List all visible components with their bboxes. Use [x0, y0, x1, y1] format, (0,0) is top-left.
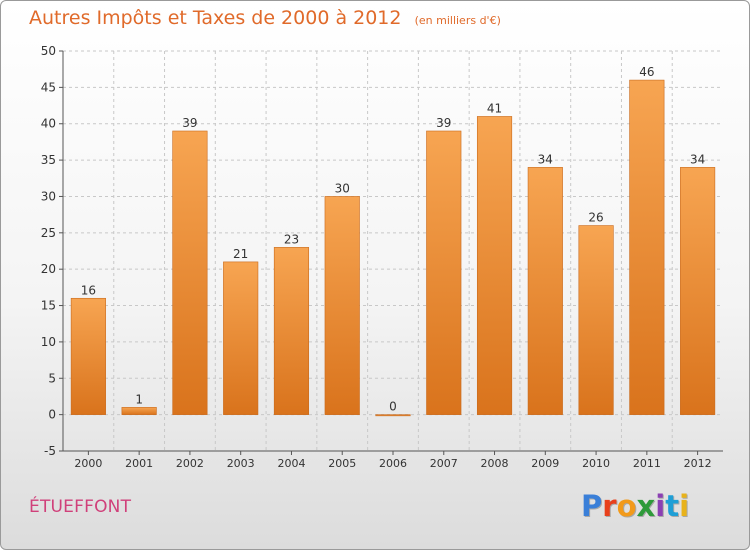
- x-tick-label: 2000: [74, 457, 102, 470]
- x-tick-label: 2007: [430, 457, 458, 470]
- x-tick-label: 2009: [531, 457, 559, 470]
- x-tick-label: 2006: [379, 457, 407, 470]
- proxiti-logo: Proxiti: [581, 489, 689, 523]
- bar-2003: [223, 261, 259, 415]
- bar-2008: [476, 116, 513, 415]
- x-tick-label: 2001: [125, 457, 153, 470]
- y-tick-label: 15: [41, 299, 56, 313]
- bar-2006: [375, 414, 411, 417]
- chart-unit: (en milliers d'€): [414, 14, 501, 27]
- title-row: Autres Impôts et Taxes de 2000 à 2012 (e…: [29, 7, 501, 29]
- x-tick-label: 2011: [633, 457, 661, 470]
- y-tick-label: 0: [48, 408, 56, 422]
- y-tick-label: 50: [41, 44, 56, 58]
- logo-letter: o: [616, 489, 637, 523]
- bar-2009: [527, 167, 563, 415]
- x-tick-label: 2008: [481, 457, 509, 470]
- y-tick-label: 45: [41, 80, 56, 94]
- logo-letter: P: [581, 489, 603, 523]
- logo-letter: i: [679, 489, 690, 523]
- commune-name: ÉTUEFFONT: [29, 497, 132, 517]
- y-tick-label: 20: [41, 262, 56, 276]
- x-tick-label: 2012: [684, 457, 712, 470]
- data-label: 1: [135, 392, 143, 406]
- bar-2002: [172, 130, 208, 415]
- x-tick-label: 2004: [277, 457, 305, 470]
- chart-title: Autres Impôts et Taxes de 2000 à 2012: [29, 7, 402, 29]
- bar-2005: [324, 196, 360, 415]
- data-label: 16: [81, 283, 96, 297]
- label-layer: 16 2000 1 2001 39 2002 21 2003 23 2004 30 2005 0 2006…: [74, 65, 711, 470]
- data-label: 39: [436, 116, 451, 130]
- logo-letter: x: [636, 489, 656, 523]
- bar-2007: [426, 130, 462, 415]
- y-tick-label: 10: [41, 335, 56, 349]
- bar-2011: [629, 79, 665, 415]
- logo-letter: i: [655, 489, 666, 523]
- data-label: 30: [335, 181, 350, 195]
- y-tick-label: 5: [48, 371, 56, 385]
- y-tick-label: -5: [44, 444, 56, 458]
- x-tick-label: 2002: [176, 457, 204, 470]
- data-label: 0: [389, 400, 397, 414]
- bar-2001: [121, 407, 157, 415]
- logo-letter: r: [602, 489, 617, 523]
- data-label: 26: [588, 211, 603, 225]
- logo-letter: t: [665, 489, 680, 523]
- data-label: 21: [233, 247, 248, 261]
- y-tick-label: 35: [41, 153, 56, 167]
- data-label: 34: [538, 152, 553, 166]
- data-label: 34: [690, 152, 705, 166]
- x-tick-label: 2005: [328, 457, 356, 470]
- bar-2004: [273, 247, 310, 415]
- data-label: 23: [284, 232, 299, 246]
- x-tick-label: 2010: [582, 457, 610, 470]
- bar-2000: [70, 297, 106, 415]
- x-tick-label: 2003: [227, 457, 255, 470]
- bar-2012: [680, 167, 716, 415]
- y-tick-label: 40: [41, 117, 56, 131]
- y-tick-label: 25: [41, 226, 56, 240]
- y-tick-label: 30: [41, 189, 56, 203]
- bar-2010: [578, 225, 614, 415]
- data-label: 46: [639, 65, 654, 79]
- grid-layer: [63, 50, 723, 452]
- bar-layer: [70, 79, 716, 417]
- data-label: 39: [182, 116, 197, 130]
- data-label: 41: [487, 101, 502, 115]
